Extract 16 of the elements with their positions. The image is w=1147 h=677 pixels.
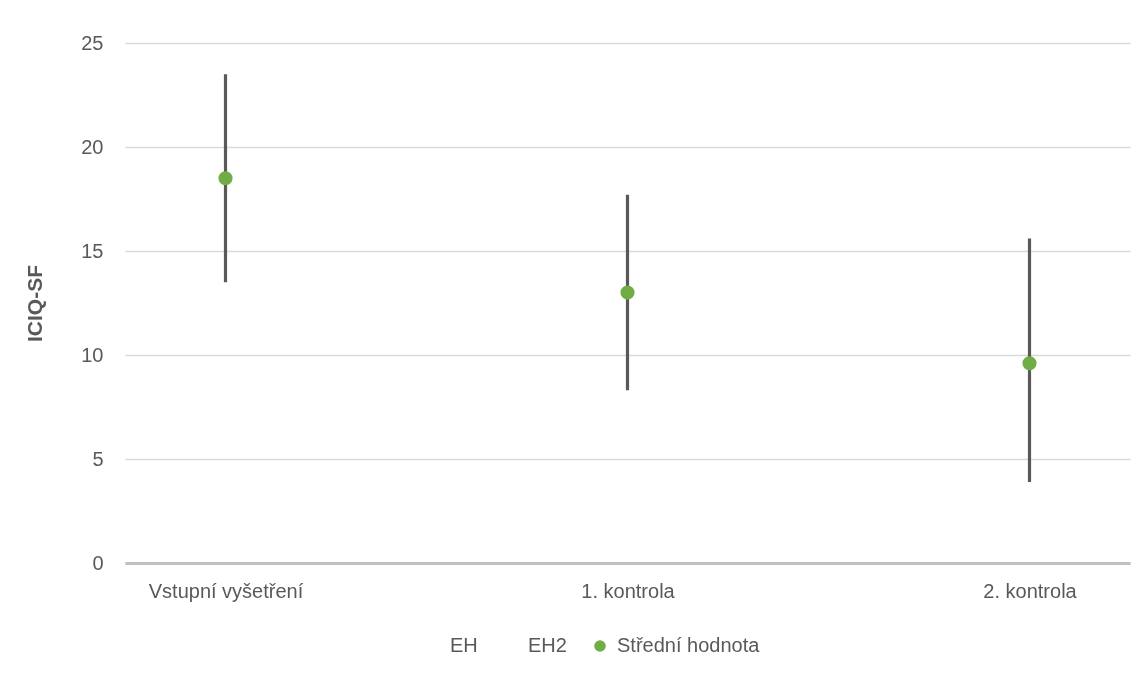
x-tick-label: 2. kontrola [983, 579, 1078, 602]
y-tick-label: 15 [81, 239, 104, 262]
y-axis-title: ICIQ-SF [22, 264, 46, 342]
y-tick-label: 25 [81, 31, 104, 54]
y-tick-label: 20 [81, 135, 104, 158]
point [1022, 356, 1037, 371]
text: EH2 [528, 634, 567, 656]
y-tick-label: 5 [92, 447, 104, 470]
legend-label: Střední hodnota [617, 634, 761, 656]
point [218, 171, 233, 186]
x-tick-label: Vstupní vyšetření [148, 579, 304, 602]
text: EH [450, 634, 478, 656]
y-tick-label: 10 [81, 343, 104, 366]
point [620, 285, 635, 300]
y-tick-label: 0 [92, 551, 104, 574]
x-tick-label: 1. kontrola [581, 579, 676, 602]
